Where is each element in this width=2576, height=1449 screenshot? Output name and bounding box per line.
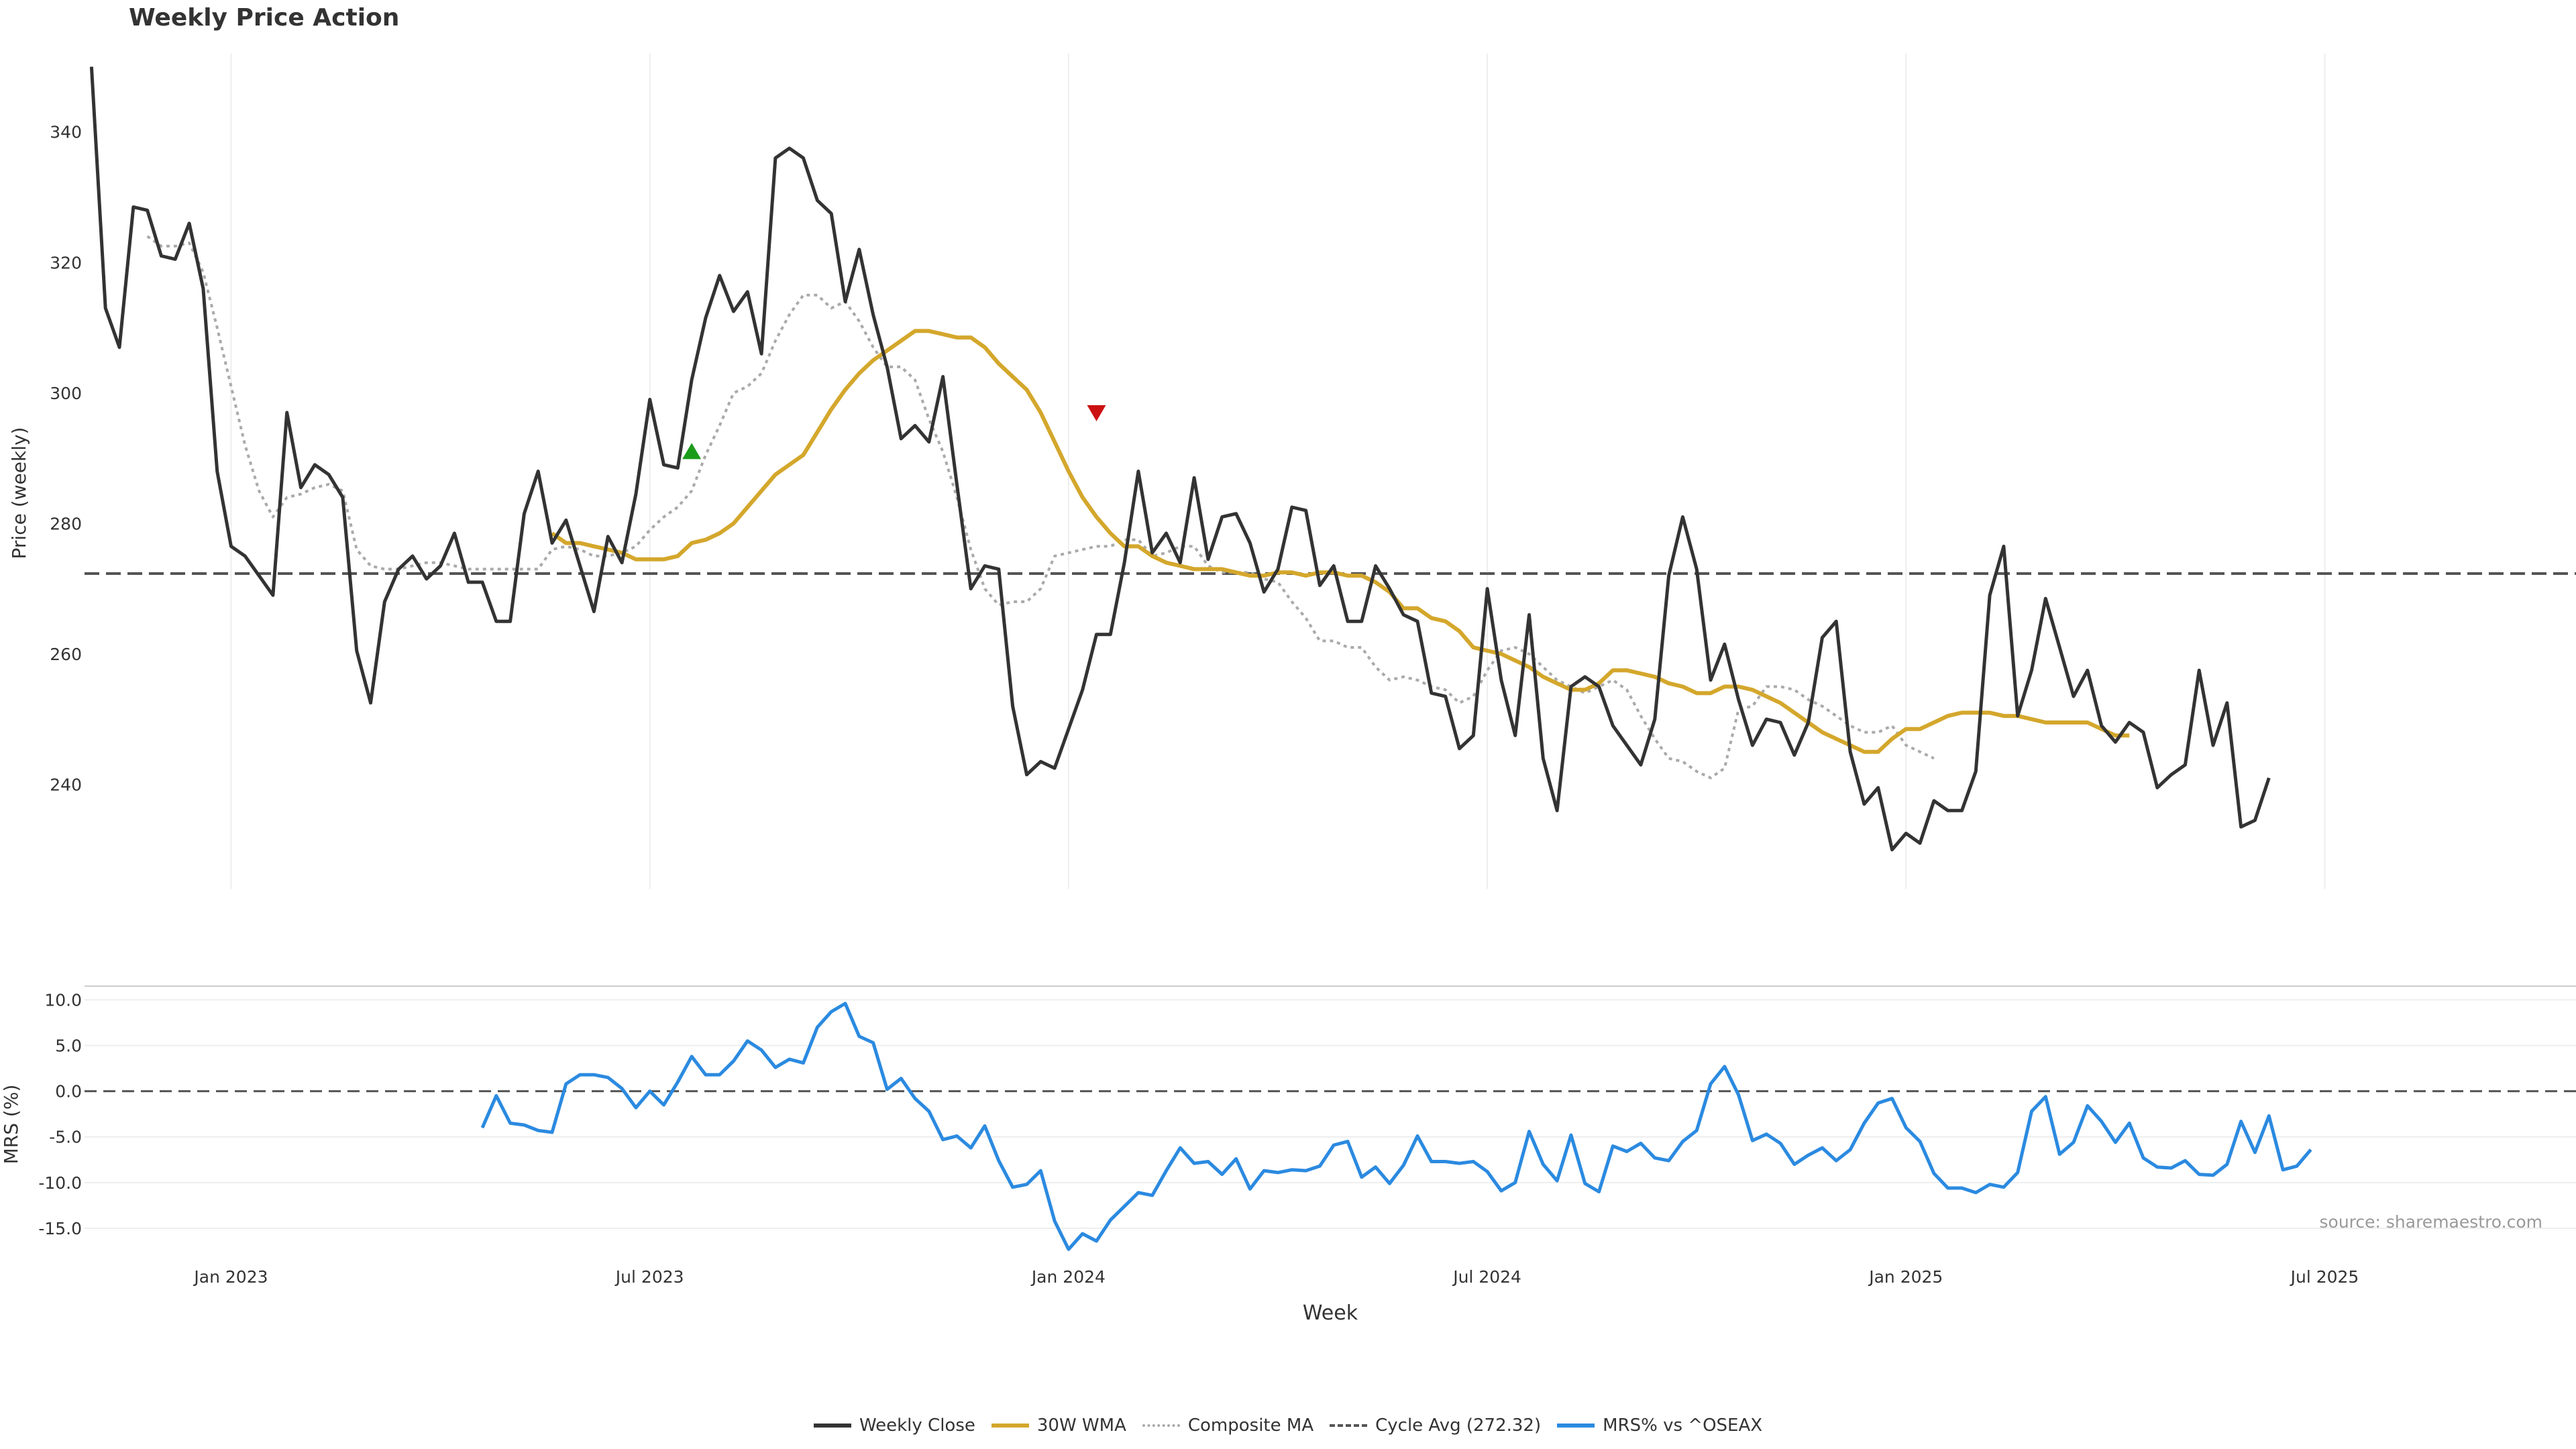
wma-30w-line xyxy=(551,329,2130,754)
price-y-tick-label: 300 xyxy=(50,384,82,403)
mrs-y-tick-label: -5.0 xyxy=(49,1128,82,1147)
mrs-y-tick-label: 0.0 xyxy=(55,1082,82,1102)
x-tick-label: Jul 2023 xyxy=(614,1267,684,1287)
legend-swatch-composite xyxy=(1142,1424,1180,1427)
x-tick-label: Jan 2023 xyxy=(193,1267,268,1287)
mrs-y-axis-label: MRS (%) xyxy=(0,1085,22,1165)
legend-label: Cycle Avg (272.32) xyxy=(1375,1415,1542,1436)
legend-label: MRS% vs ^OSEAX xyxy=(1603,1415,1763,1436)
mrs-line xyxy=(480,1002,2312,1251)
legend-swatch-wma xyxy=(991,1424,1029,1428)
price-y-tick-label: 340 xyxy=(50,123,82,142)
marker-layer xyxy=(682,405,1106,460)
mrs-y-tick-label: 5.0 xyxy=(55,1036,82,1056)
legend-swatch-mrs xyxy=(1557,1424,1595,1428)
legend-swatch-cycle xyxy=(1330,1424,1368,1427)
price-y-tick-label: 260 xyxy=(50,645,82,664)
weekly-close-line xyxy=(89,66,2271,852)
price-y-axis-label: Price (weekly) xyxy=(8,427,30,559)
legend-label: Composite MA xyxy=(1187,1415,1314,1436)
mrs-y-tick-label: 10.0 xyxy=(44,990,82,1010)
legend-label: Weekly Close xyxy=(859,1415,975,1436)
mrs-y-tick-label: -15.0 xyxy=(38,1219,82,1238)
series-layer xyxy=(85,66,2576,1251)
legend-item-weekly-close: Weekly Close xyxy=(813,1415,975,1436)
grid-layer xyxy=(85,54,2576,1229)
x-tick-label: Jul 2024 xyxy=(1452,1267,1521,1287)
price-y-tick-label: 240 xyxy=(50,775,82,794)
sell-signal-marker xyxy=(1087,405,1106,421)
x-axis-label: Week xyxy=(1303,1301,1358,1325)
x-tick-label: Jan 2024 xyxy=(1030,1267,1106,1287)
legend-item-composite-ma: Composite MA xyxy=(1142,1415,1313,1436)
x-tick-label: Jan 2025 xyxy=(1868,1267,1943,1287)
legend-item-mrs: MRS% vs ^OSEAX xyxy=(1557,1415,1762,1436)
legend-item-cycle-avg: Cycle Avg (272.32) xyxy=(1330,1415,1541,1436)
buy-signal-marker xyxy=(682,443,702,460)
source-attribution: source: sharemaestro.com xyxy=(2319,1212,2543,1232)
price-y-tick-label: 320 xyxy=(50,253,82,272)
chart-title: Weekly Price Action xyxy=(129,4,400,32)
legend-swatch-close xyxy=(813,1424,851,1428)
legend-label: 30W WMA xyxy=(1036,1415,1126,1436)
x-tick-label: Jul 2025 xyxy=(2290,1267,2359,1287)
mrs-y-tick-label: -10.0 xyxy=(38,1173,82,1193)
composite-ma-line xyxy=(146,235,1935,780)
legend-item-30w-wma: 30W WMA xyxy=(991,1415,1126,1436)
price-y-tick-label: 280 xyxy=(50,514,82,533)
axis-layer: Jan 2023 Jul 2023 Jan 2024 Jul 2024 Jan 2025… xyxy=(38,123,2359,1287)
chart-legend: Weekly Close 30W WMA Composite MA Cycle … xyxy=(0,1415,2576,1436)
